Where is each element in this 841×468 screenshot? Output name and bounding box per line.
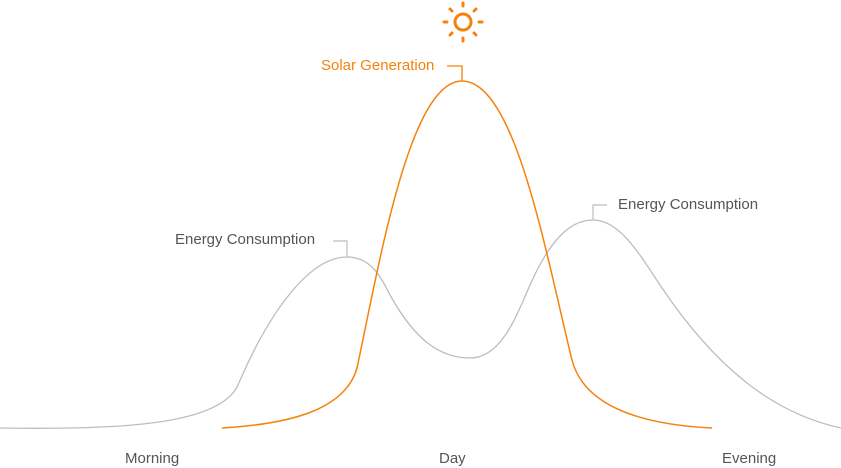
energy-consumption-evening-label: Energy Consumption: [618, 196, 759, 213]
energy-consumption-morning-label: Energy Consumption: [175, 231, 316, 248]
consumption-left-leader: [333, 240, 348, 257]
x-label-evening: Evening: [722, 450, 777, 467]
solar-label-leader: [447, 65, 463, 81]
solar-generation-label: Solar Generation: [321, 57, 435, 74]
consumption-right-leader: [592, 204, 607, 220]
sun-icon: [442, 1, 484, 43]
x-label-morning: Morning: [125, 450, 180, 467]
solar-generation-curve: [221, 80, 713, 429]
energy-consumption-curve: [0, 219, 841, 430]
x-label-day: Day: [439, 450, 466, 467]
